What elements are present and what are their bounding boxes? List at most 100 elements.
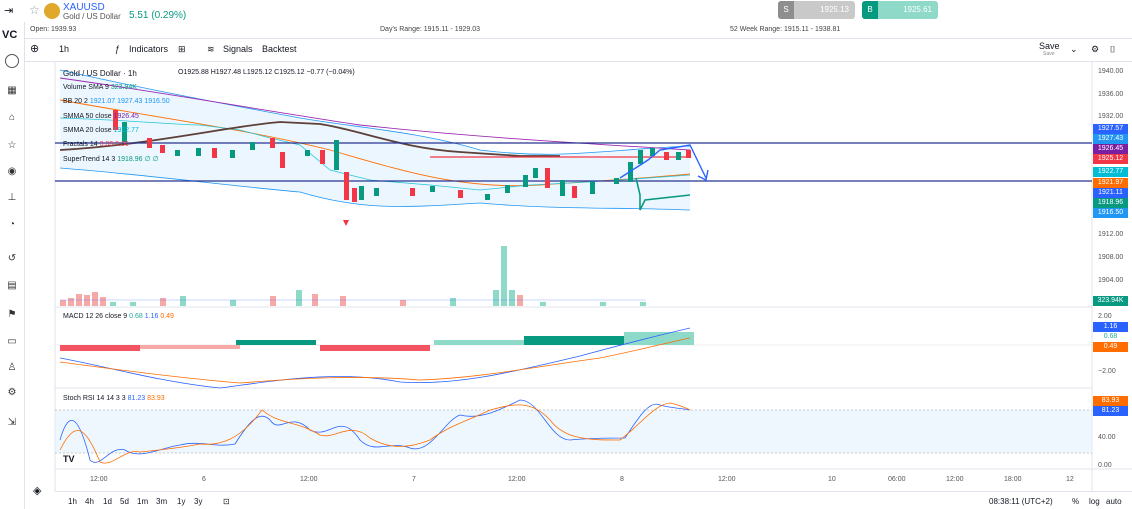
price-label: 1927.43 xyxy=(1093,134,1128,144)
buy-price: 1925.61 xyxy=(903,5,932,14)
price-axis-tick: 1936.00 xyxy=(1098,91,1124,98)
history-icon[interactable]: ↺ xyxy=(7,253,17,264)
range-button[interactable]: 3y xyxy=(194,497,203,506)
range-button[interactable]: 3m xyxy=(156,497,168,506)
price-label: 1921.97 xyxy=(1093,178,1128,188)
stoch-price-label: 83.93 xyxy=(1093,396,1128,406)
camera-icon[interactable]: ⌷ xyxy=(1110,44,1116,54)
time-axis-tick: 6 xyxy=(202,476,206,483)
signals-icon[interactable]: ≋ xyxy=(207,44,215,54)
price-axis-tick: 1904.00 xyxy=(1098,277,1124,284)
bb-label: BB 20 2 1921.07 1927.43 1916.50 xyxy=(63,98,170,105)
time-axis-tick: 12:00 xyxy=(508,476,526,483)
symbol-ticker[interactable]: XAUUSD xyxy=(63,2,105,13)
sell-price: 1925.13 xyxy=(820,5,849,14)
supertrend-value: 1918.96 ∅ ∅ xyxy=(117,156,159,163)
document-icon[interactable]: ▤ xyxy=(7,280,17,291)
favorite-star-icon[interactable]: ☆ xyxy=(29,3,40,17)
time-axis-tick: 12:00 xyxy=(946,476,964,483)
settings-icon[interactable]: ⚙ xyxy=(7,387,17,398)
supertrend-line xyxy=(635,177,691,211)
range-button[interactable]: 1h xyxy=(68,497,77,506)
grid-icon[interactable]: ▦ xyxy=(7,85,17,96)
gear-icon[interactable]: ⚙ xyxy=(1091,44,1100,54)
folder-icon[interactable]: ▭ xyxy=(7,336,17,347)
range-button[interactable]: 4h xyxy=(85,497,94,506)
price-label: 1918.96 xyxy=(1093,198,1128,208)
chart-toolbar: ⊕ 1h ƒ Indicators ⊞ ≋ Signals Backtest S… xyxy=(25,38,1132,62)
add-symbol-icon[interactable]: ⊕ xyxy=(30,43,40,55)
layers-icon[interactable]: ◈ xyxy=(33,485,42,497)
time-axis-tick: 12:00 xyxy=(718,476,736,483)
time-axis-tick: 12 xyxy=(1066,476,1074,483)
stoch-d-line xyxy=(59,402,691,464)
pie-icon[interactable]: ◔ xyxy=(8,219,16,230)
stoch-legend: Stoch RSI 14 14 3 3 81.23 83.93 xyxy=(63,395,165,402)
price-label: 1925.12 xyxy=(1093,154,1128,164)
signals-button[interactable]: Signals xyxy=(223,44,253,54)
stoch-label: Stoch RSI 14 14 3 3 xyxy=(63,395,126,402)
flag-icon[interactable]: ⚑ xyxy=(7,309,17,320)
projection-path[interactable] xyxy=(619,144,707,179)
chart-title: Gold / US Dollar · 1h xyxy=(63,69,137,78)
tray-icon[interactable]: ⊥ xyxy=(7,192,17,203)
range-button[interactable]: 5d xyxy=(120,497,129,506)
macd-price-label: 1.16 xyxy=(1093,322,1128,332)
smma50-legend: SMMA 50 close 1926.45 xyxy=(63,113,139,120)
sell-button[interactable]: S 1925.13 xyxy=(778,1,855,19)
drawing-toolbar: ▦ ⌂ ☆ ◉ ⊥ ◔ ↺ ▤ ⚑ ▭ ♙ ⚙ ⇲ xyxy=(0,22,25,509)
auto-toggle[interactable]: auto xyxy=(1106,497,1122,506)
save-button[interactable]: Save xyxy=(1039,41,1060,51)
time-axis-tick: 12:00 xyxy=(90,476,108,483)
ohlc-values: O1925.88 H1927.48 L1925.12 C1925.12 −0.7… xyxy=(178,69,355,76)
macd-line xyxy=(59,327,691,389)
collapse-arrow-icon[interactable]: ⇥ xyxy=(4,5,14,17)
open-price: Open: 1939.93 xyxy=(30,26,77,33)
macd-price-label: 0.49 xyxy=(1093,342,1128,352)
supertrend-legend: SuperTrend 14 3 1918.96 ∅ ∅ xyxy=(63,155,159,163)
time-axis-tick: 8 xyxy=(620,476,624,483)
goto-date-icon[interactable]: ⊡ xyxy=(223,497,230,506)
macd-val-2: 0.49 xyxy=(160,313,174,320)
range-button[interactable]: 1y xyxy=(177,497,186,506)
indicators-button[interactable]: Indicators xyxy=(129,44,169,54)
price-axis-tick: 1908.00 xyxy=(1098,254,1124,261)
fractals-label: Fractals 14 xyxy=(63,141,98,148)
person-icon[interactable]: ♙ xyxy=(7,362,17,373)
stoch-val-1: 83.93 xyxy=(147,395,165,402)
bb-lower xyxy=(59,167,691,211)
range-button[interactable]: 1d xyxy=(103,497,112,506)
stoch-axis-tick: 0.00 xyxy=(1098,462,1112,469)
time-axis-tick: 06:00 xyxy=(888,476,906,483)
macd-val-1: 1.16 xyxy=(144,313,159,320)
logout-icon[interactable]: ⇲ xyxy=(7,417,17,428)
layout-icon[interactable]: ⊞ xyxy=(178,44,186,54)
bb-values: 1921.07 1927.43 1916.50 xyxy=(89,98,170,105)
chevron-down-icon[interactable]: ⌄ xyxy=(1070,44,1078,54)
arrow-head xyxy=(697,169,709,182)
wma-line xyxy=(59,121,560,157)
bb-upper xyxy=(59,69,691,155)
buy-button[interactable]: B 1925.61 xyxy=(862,1,938,19)
backtest-button[interactable]: Backtest xyxy=(262,44,297,54)
price-label: 1921.11 xyxy=(1093,188,1128,198)
macd-axis-tick: −2.00 xyxy=(1098,368,1116,375)
bank-icon[interactable]: ⌂ xyxy=(8,112,16,123)
user-avatar-icon[interactable] xyxy=(5,54,19,68)
clock[interactable]: 08:38:11 (UTC+2) xyxy=(989,497,1053,506)
bb-label-text: BB 20 2 xyxy=(63,98,88,105)
macd-signal-line xyxy=(59,337,691,384)
indicators-icon[interactable]: ƒ xyxy=(115,44,121,54)
symbol-logo xyxy=(44,3,60,19)
macd-histogram xyxy=(60,332,694,351)
percent-toggle[interactable]: % xyxy=(1072,497,1080,506)
sell-tag: S xyxy=(778,1,794,19)
buy-tag: B xyxy=(862,1,878,19)
smma20-label: SMMA 20 close xyxy=(63,127,112,134)
range-button[interactable]: 1m xyxy=(137,497,149,506)
log-toggle[interactable]: log xyxy=(1089,497,1100,506)
star-icon[interactable]: ☆ xyxy=(7,140,17,151)
interval-button[interactable]: 1h xyxy=(59,44,70,54)
location-icon[interactable]: ◉ xyxy=(7,166,17,177)
